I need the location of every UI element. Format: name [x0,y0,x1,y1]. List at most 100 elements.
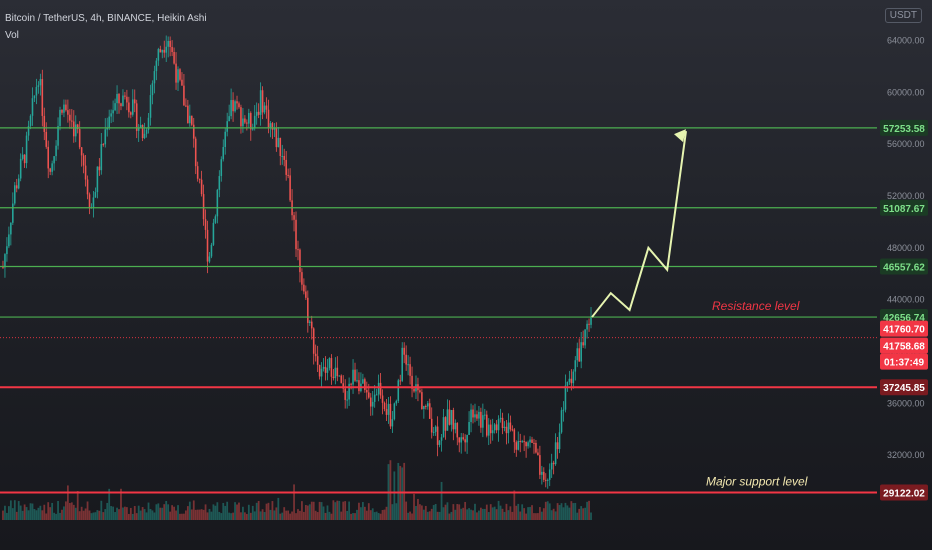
candle-body [324,366,327,373]
candle-body [401,347,404,381]
volume-bar [448,513,451,520]
volume-bar [403,462,406,520]
candle-body [143,133,146,139]
chart-title: Bitcoin / TetherUS, 4h, BINANCE, Heikin … [5,13,207,24]
candle-body [222,146,225,160]
volume-bar [306,505,309,520]
candle-body [51,163,53,172]
volume-bar [424,505,427,520]
volume-bar [586,501,588,520]
volume-bar [204,504,207,520]
candle-body [218,176,221,190]
volume-bar [108,488,111,520]
volume-bar [529,506,531,520]
volume-indicator-label[interactable]: Vol [5,30,19,41]
candle-body [102,144,105,146]
candle-body [194,138,197,167]
volume-bar [458,504,461,520]
candle-body [529,439,531,443]
candle-body [303,284,305,292]
volume-bar [78,511,81,520]
volume-bar [419,504,421,520]
level-price-label: 57253.58 [883,124,925,135]
candle-body [43,115,46,132]
candle-body [248,113,250,124]
candle-body [348,383,350,400]
candle-body [78,129,81,148]
candle-body [13,185,16,204]
candle-body [554,442,557,465]
volume-bar [242,506,244,520]
volume-bar [277,497,280,520]
candle-body [501,417,504,428]
level-price-label-bg [880,199,928,216]
currency-selector[interactable]: USDT [884,8,922,23]
volume-bar [184,510,187,520]
candle-body [137,127,140,131]
candle-body [236,101,238,104]
candle-body [426,403,429,407]
volume-bar [112,506,115,520]
candle-body [253,115,256,129]
volume-bar [401,467,404,520]
volume-bar [538,507,541,520]
candle-body [283,155,286,160]
candle-body [590,316,592,325]
volume-bar [151,510,154,520]
volume-bar [405,501,408,520]
volume-bar [588,500,590,520]
volume-bar [220,513,223,520]
volume-bar [72,504,75,520]
candle-body [244,118,246,123]
candle-body [495,424,498,431]
volume-bar [39,505,42,520]
candle-body [23,154,26,164]
volume-bar [251,505,254,520]
volume-bar [350,513,352,520]
volume-bar [509,506,512,520]
volume-bar [334,502,337,520]
candle-body [527,442,529,447]
volume-bar [186,506,189,520]
volume-bar [120,488,122,520]
candle-body [104,129,107,145]
volume-bar [131,513,134,520]
volume-bar [141,507,144,520]
volume-bar [21,510,24,520]
volume-bar [295,513,297,520]
volume-bar [147,502,150,520]
candle-body [413,388,415,392]
volume-bar [206,512,209,520]
volume-bar [395,503,398,520]
volume-bar [478,510,480,520]
volume-bar [489,504,492,520]
volume-bar [86,501,89,520]
volume-bar [576,512,579,520]
volume-bar [454,509,457,520]
level-price-label: 37245.85 [883,383,925,394]
candle-body [423,406,425,410]
candle-body [517,440,520,450]
volume-bar [80,506,83,520]
candle-body [202,194,205,220]
volume-bar [13,500,16,520]
candle-body [289,175,291,201]
volume-bar [261,509,264,520]
volume-bar [411,513,413,520]
volume-bar [179,513,181,520]
volume-bar [385,506,388,520]
candle-body [269,123,272,128]
candle-body [369,397,372,407]
volume-bar [383,509,386,520]
volume-bar [365,510,368,520]
volume-bar [228,512,231,520]
volume-bar [483,508,486,520]
volume-bar [61,509,63,520]
volume-bar [70,502,73,520]
candle-body [49,168,51,172]
candle-body [19,158,22,179]
volume-bar [487,512,490,520]
candle-body [112,110,114,114]
volume-bar [460,508,463,520]
